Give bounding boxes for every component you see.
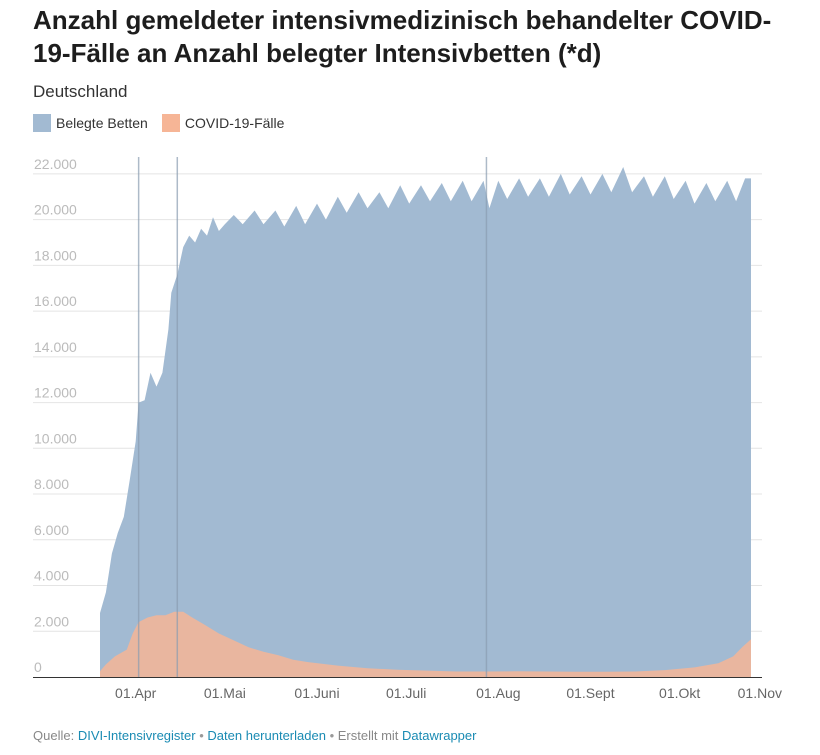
- y-tick-label-16000: 16.000: [34, 293, 77, 309]
- source-link[interactable]: DIVI-Intensivregister: [77, 728, 196, 743]
- y-tick-label-8000: 8.000: [34, 476, 69, 492]
- legend-item-covid: COVID-19-Fälle: [161, 114, 285, 132]
- x-axis-tick-labels: 01.Apr 01.Mai 01.Juni 01.Juli 01.Aug 01.Sept 0…: [115, 685, 782, 701]
- x-tick-label-aug: 01.Aug: [476, 685, 520, 701]
- chart-title: Anzahl gemeldeter intensivmedizinisch be…: [33, 5, 772, 68]
- y-tick-label-18000: 18.000: [34, 247, 77, 263]
- area-series-belegte-betten: [100, 167, 751, 677]
- chart-subtitle: Deutschland: [33, 82, 128, 101]
- vertical-marker-lines: [137, 157, 488, 677]
- footer-created-with: Erstellt mit: [337, 728, 399, 743]
- x-tick-label-okt: 01.Okt: [659, 685, 700, 701]
- legend-swatch-belegte-betten: [33, 114, 51, 132]
- download-data-link[interactable]: Daten herunterladen: [207, 728, 326, 743]
- chart-areas: [100, 167, 751, 677]
- footer-separator: •: [329, 728, 335, 743]
- x-tick-label-apr: 01.Apr: [115, 685, 157, 701]
- y-tick-label-4000: 4.000: [34, 568, 69, 584]
- legend-label-belegte-betten: Belegte Betten: [56, 115, 148, 131]
- legend-label-covid: COVID-19-Fälle: [184, 115, 285, 131]
- y-tick-label-10000: 10.000: [34, 430, 77, 446]
- area-chart: 0 2.000 4.000 6.000 8.000 10.000 12.000 14.000 1…: [33, 156, 782, 701]
- y-tick-label-0: 0: [34, 659, 42, 675]
- y-tick-label-12000: 12.000: [34, 385, 77, 401]
- x-tick-label-mai: 01.Mai: [204, 685, 246, 701]
- footer-source-prefix: Quelle:: [33, 728, 75, 743]
- y-tick-label-22000: 22.000: [34, 156, 77, 172]
- legend-item-belegte-betten: Belegte Betten: [33, 114, 148, 132]
- x-tick-label-juli: 01.Juli: [386, 685, 426, 701]
- legend: Belegte Betten COVID-19-Fälle: [33, 114, 298, 132]
- y-tick-label-20000: 20.000: [34, 202, 77, 218]
- x-tick-label-juni: 01.Juni: [294, 685, 339, 701]
- y-tick-label-14000: 14.000: [34, 339, 77, 355]
- x-tick-label-nov: 01.Nov: [738, 685, 782, 701]
- y-axis-tick-labels: 0 2.000 4.000 6.000 8.000 10.000 12.000 14.000 1…: [34, 156, 77, 675]
- y-tick-label-6000: 6.000: [34, 522, 69, 538]
- y-tick-label-2000: 2.000: [34, 613, 69, 629]
- area-series-covid-faelle: [100, 611, 751, 677]
- footer-separator: •: [199, 728, 204, 743]
- footer: Quelle: DIVI-Intensivregister • Daten he…: [33, 728, 476, 743]
- x-tick-label-sept: 01.Sept: [566, 685, 614, 701]
- datawrapper-link[interactable]: Datawrapper: [402, 728, 477, 743]
- legend-swatch-covid: [161, 114, 180, 132]
